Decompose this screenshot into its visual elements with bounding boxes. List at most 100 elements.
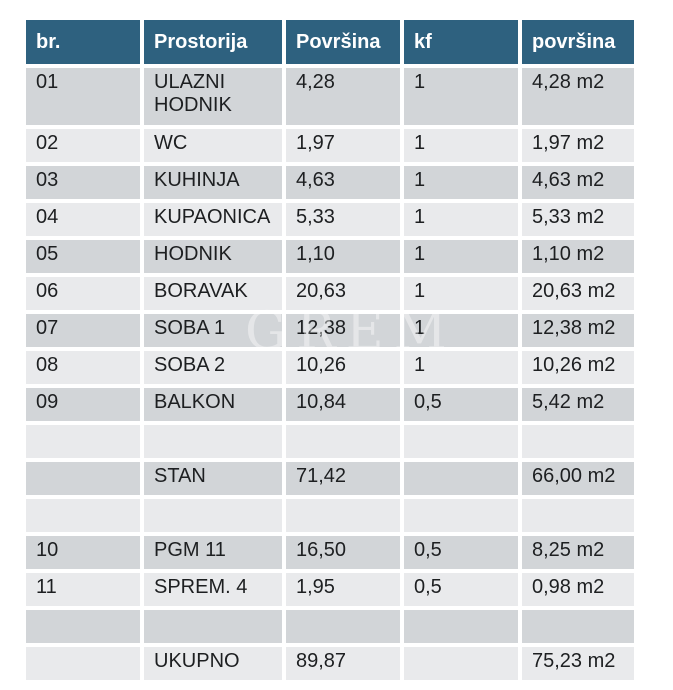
cell-br: 07 <box>26 314 140 347</box>
table-row: 05 HODNIK 1,10 1 1,10 m2 <box>26 240 634 273</box>
cell-povrsina_kor <box>522 425 634 458</box>
cell-povrsina: 20,63 <box>286 277 400 310</box>
cell-prostorija: KUHINJA <box>144 166 282 199</box>
cell-prostorija: SOBA 2 <box>144 351 282 384</box>
cell-prostorija: KUPAONICA <box>144 203 282 236</box>
cell-kf: 1 <box>404 351 518 384</box>
cell-prostorija <box>144 499 282 532</box>
cell-kf: 1 <box>404 314 518 347</box>
cell-br: 06 <box>26 277 140 310</box>
cell-povrsina_kor: 1,97 m2 <box>522 129 634 162</box>
cell-br: 09 <box>26 388 140 421</box>
cell-kf <box>404 647 518 680</box>
table-row: 01 ULAZNI HODNIK 4,28 1 4,28 m2 <box>26 68 634 125</box>
cell-povrsina <box>286 610 400 643</box>
cell-prostorija: SOBA 1 <box>144 314 282 347</box>
cell-kf <box>404 425 518 458</box>
table-header-row: br. Prostorija Površina kf površina <box>26 20 634 64</box>
cell-povrsina <box>286 425 400 458</box>
cell-povrsina_kor: 0,98 m2 <box>522 573 634 606</box>
cell-kf: 0,5 <box>404 536 518 569</box>
cell-kf: 1 <box>404 277 518 310</box>
cell-prostorija: PGM 11 <box>144 536 282 569</box>
cell-povrsina: 10,26 <box>286 351 400 384</box>
table-row <box>26 610 634 643</box>
cell-br: 08 <box>26 351 140 384</box>
column-header-povrsina-kor: površina <box>522 20 634 64</box>
cell-povrsina: 10,84 <box>286 388 400 421</box>
cell-kf: 1 <box>404 203 518 236</box>
cell-br: 01 <box>26 68 140 125</box>
column-header-kf: kf <box>404 20 518 64</box>
cell-kf <box>404 462 518 495</box>
cell-povrsina_kor: 8,25 m2 <box>522 536 634 569</box>
cell-br: 10 <box>26 536 140 569</box>
cell-povrsina_kor <box>522 610 634 643</box>
table-row: 08 SOBA 2 10,26 1 10,26 m2 <box>26 351 634 384</box>
cell-prostorija: STAN <box>144 462 282 495</box>
cell-kf: 0,5 <box>404 388 518 421</box>
column-header-povrsina: Površina <box>286 20 400 64</box>
cell-prostorija: ULAZNI HODNIK <box>144 68 282 125</box>
cell-povrsina_kor: 20,63 m2 <box>522 277 634 310</box>
table-row: 07 SOBA 1 12,38 1 12,38 m2 <box>26 314 634 347</box>
table-row <box>26 425 634 458</box>
cell-prostorija: WC <box>144 129 282 162</box>
table-row: 11 SPREM. 4 1,95 0,5 0,98 m2 <box>26 573 634 606</box>
cell-kf <box>404 499 518 532</box>
table-row <box>26 499 634 532</box>
cell-povrsina: 16,50 <box>286 536 400 569</box>
cell-br <box>26 425 140 458</box>
cell-povrsina_kor: 1,10 m2 <box>522 240 634 273</box>
table-body: 01 ULAZNI HODNIK 4,28 1 4,28 m2 02 WC 1,97 1 1,97… <box>26 68 634 680</box>
cell-prostorija: BALKON <box>144 388 282 421</box>
cell-povrsina_kor: 4,63 m2 <box>522 166 634 199</box>
cell-br: 04 <box>26 203 140 236</box>
table-row: 02 WC 1,97 1 1,97 m2 <box>26 129 634 162</box>
cell-povrsina: 4,63 <box>286 166 400 199</box>
cell-kf: 1 <box>404 240 518 273</box>
table-row: 04 KUPAONICA 5,33 1 5,33 m2 <box>26 203 634 236</box>
cell-povrsina: 71,42 <box>286 462 400 495</box>
cell-br: 05 <box>26 240 140 273</box>
cell-povrsina_kor: 10,26 m2 <box>522 351 634 384</box>
cell-prostorija <box>144 610 282 643</box>
cell-povrsina: 12,38 <box>286 314 400 347</box>
table-row: UKUPNO 89,87 75,23 m2 <box>26 647 634 680</box>
table-row: 06 BORAVAK 20,63 1 20,63 m2 <box>26 277 634 310</box>
cell-prostorija: UKUPNO <box>144 647 282 680</box>
cell-povrsina: 89,87 <box>286 647 400 680</box>
cell-povrsina: 4,28 <box>286 68 400 125</box>
cell-povrsina <box>286 499 400 532</box>
cell-br <box>26 647 140 680</box>
table-row: 09 BALKON 10,84 0,5 5,42 m2 <box>26 388 634 421</box>
cell-povrsina_kor: 5,33 m2 <box>522 203 634 236</box>
cell-br: 03 <box>26 166 140 199</box>
cell-kf: 0,5 <box>404 573 518 606</box>
cell-povrsina_kor <box>522 499 634 532</box>
table-row: 10 PGM 11 16,50 0,5 8,25 m2 <box>26 536 634 569</box>
area-table: br. Prostorija Površina kf površina 01 UL… <box>22 16 638 684</box>
cell-povrsina: 1,95 <box>286 573 400 606</box>
cell-kf: 1 <box>404 166 518 199</box>
cell-povrsina: 5,33 <box>286 203 400 236</box>
table-row: STAN 71,42 66,00 m2 <box>26 462 634 495</box>
cell-kf: 1 <box>404 129 518 162</box>
cell-br: 11 <box>26 573 140 606</box>
cell-povrsina: 1,10 <box>286 240 400 273</box>
cell-povrsina_kor: 66,00 m2 <box>522 462 634 495</box>
table-row: 03 KUHINJA 4,63 1 4,63 m2 <box>26 166 634 199</box>
cell-povrsina: 1,97 <box>286 129 400 162</box>
cell-prostorija <box>144 425 282 458</box>
cell-kf <box>404 610 518 643</box>
cell-prostorija: HODNIK <box>144 240 282 273</box>
cell-br: 02 <box>26 129 140 162</box>
column-header-br: br. <box>26 20 140 64</box>
cell-povrsina_kor: 12,38 m2 <box>522 314 634 347</box>
cell-kf: 1 <box>404 68 518 125</box>
column-header-prostorija: Prostorija <box>144 20 282 64</box>
cell-br <box>26 610 140 643</box>
cell-prostorija: SPREM. 4 <box>144 573 282 606</box>
cell-prostorija: BORAVAK <box>144 277 282 310</box>
